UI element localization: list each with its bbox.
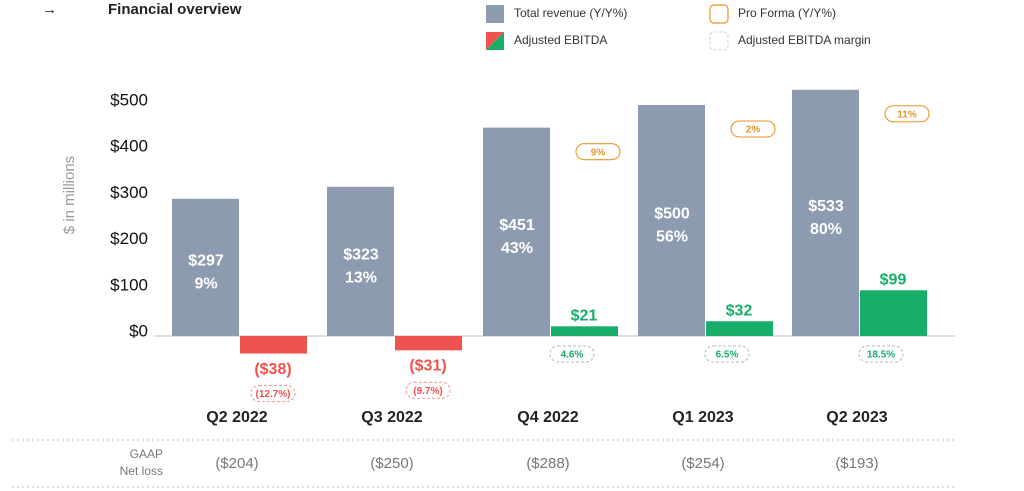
pill bbox=[250, 385, 296, 403]
net-loss-value: ($193) bbox=[835, 455, 878, 472]
net-loss-label: GAAP bbox=[130, 447, 163, 461]
revenue-label: $297 bbox=[188, 253, 224, 270]
pill-label: 4.6% bbox=[561, 350, 584, 361]
pill-label: 11% bbox=[897, 109, 917, 120]
legend-swatch bbox=[486, 32, 504, 50]
pill bbox=[704, 345, 750, 363]
ebitda-bar bbox=[395, 336, 462, 351]
ebitda-bar bbox=[551, 326, 618, 336]
ebitda-label: $99 bbox=[880, 271, 907, 288]
net-loss-value: ($288) bbox=[526, 455, 569, 472]
x-tick-label: Q1 2023 bbox=[672, 409, 733, 426]
net-loss-value: ($204) bbox=[215, 455, 258, 472]
revenue-bar bbox=[638, 105, 705, 336]
legend-swatch bbox=[709, 4, 729, 24]
legend-label: Total revenue (Y/Y%) bbox=[514, 6, 627, 20]
pill-label: (9.7%) bbox=[413, 386, 442, 397]
revenue-bar bbox=[483, 127, 550, 336]
x-tick-label: Q2 2023 bbox=[826, 409, 887, 426]
ebitda-label: $21 bbox=[571, 308, 598, 325]
pill bbox=[575, 143, 621, 161]
legend-label: Pro Forma (Y/Y%) bbox=[738, 6, 836, 20]
revenue-growth: 80% bbox=[810, 221, 842, 238]
pill bbox=[858, 345, 904, 363]
ebitda-bar bbox=[706, 321, 773, 336]
revenue-bar bbox=[327, 186, 394, 336]
pill bbox=[730, 120, 776, 138]
ebitda-label: ($31) bbox=[409, 358, 446, 375]
pill-label: (12.7%) bbox=[255, 389, 290, 400]
net-loss-value: ($250) bbox=[370, 455, 413, 472]
revenue-label: $533 bbox=[808, 198, 844, 215]
pill bbox=[405, 381, 451, 399]
revenue-bar bbox=[792, 89, 859, 336]
revenue-label: $500 bbox=[654, 206, 690, 223]
y-tick-label: $100 bbox=[110, 275, 148, 294]
x-tick-label: Q2 2022 bbox=[206, 409, 267, 426]
ebitda-bar bbox=[240, 336, 307, 354]
legend-label: Adjusted EBITDA bbox=[514, 33, 607, 47]
legend-swatch bbox=[709, 31, 729, 51]
ebitda-label: ($38) bbox=[254, 361, 291, 378]
revenue-label: $451 bbox=[499, 217, 535, 234]
net-loss-label: Net loss bbox=[120, 464, 163, 478]
chart-title: Financial overview bbox=[108, 1, 242, 18]
pill-label: 18.5% bbox=[867, 350, 895, 361]
y-tick-label: $200 bbox=[110, 229, 148, 248]
net-loss-value: ($254) bbox=[681, 455, 724, 472]
y-tick-label: $400 bbox=[110, 137, 148, 156]
y-axis-label: $ in millions bbox=[61, 156, 78, 234]
revenue-growth: 13% bbox=[345, 270, 377, 287]
x-tick-label: Q4 2022 bbox=[517, 409, 578, 426]
revenue-growth: 56% bbox=[656, 229, 688, 246]
revenue-label: $323 bbox=[343, 247, 379, 264]
pill bbox=[884, 105, 930, 123]
y-tick-label: $0 bbox=[129, 321, 148, 340]
ebitda-bar bbox=[860, 290, 927, 336]
ebitda-label: $32 bbox=[726, 302, 753, 319]
pill-label: 9% bbox=[591, 147, 606, 158]
legend-label: Adjusted EBITDA margin bbox=[738, 33, 871, 47]
pill-label: 6.5% bbox=[716, 350, 739, 361]
pill bbox=[549, 345, 595, 363]
revenue-growth: 43% bbox=[501, 240, 533, 257]
x-tick-label: Q3 2022 bbox=[361, 409, 422, 426]
arrow-icon: → bbox=[42, 1, 57, 18]
legend-swatch bbox=[486, 5, 504, 23]
y-tick-label: $300 bbox=[110, 183, 148, 202]
pill-label: 2% bbox=[746, 125, 761, 136]
revenue-bar bbox=[172, 198, 239, 336]
y-tick-label: $500 bbox=[110, 90, 148, 109]
revenue-growth: 9% bbox=[194, 276, 217, 293]
